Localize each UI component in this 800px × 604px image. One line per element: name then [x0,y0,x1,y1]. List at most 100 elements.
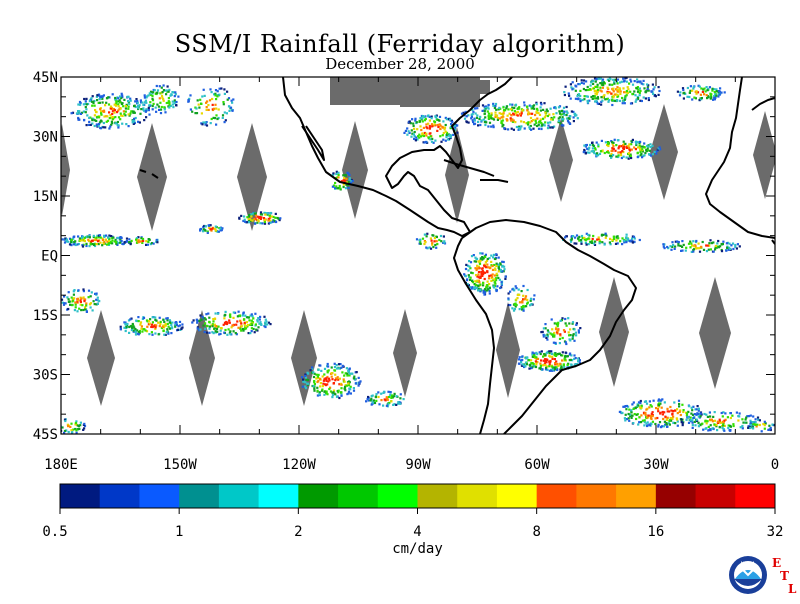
rain-pixel [434,139,437,142]
rain-pixel [691,413,695,416]
rain-pixel [73,297,76,300]
rain-pixel [713,91,716,94]
rain-pixel [553,358,556,361]
rain-pixel [488,292,491,295]
rain-pixel [560,319,563,322]
rain-pixel [495,114,499,117]
rain-pixel [76,428,79,431]
rain-pixel [658,146,661,149]
rain-pixel [428,132,431,135]
rain-pixel [544,363,547,367]
rain-pixel [430,140,434,143]
colorbar-swatch [377,484,418,508]
rain-pixel [85,304,88,307]
rain-pixel [334,373,337,376]
rain-pixel [604,236,607,239]
rain-pixel [572,116,575,119]
rain-pixel [506,114,509,117]
rain-pixel [570,86,573,89]
rain-pixel [587,237,590,240]
rain-pixel [124,329,127,333]
rain-pixel [243,215,246,218]
rain-pixel [97,125,100,128]
rain-pixel [566,363,569,366]
rain-pixel [242,312,245,315]
rain-pixel [697,84,700,87]
rain-pixel [349,392,352,395]
rain-pixel [418,136,421,139]
rain-pixel [91,243,94,246]
rain-pixel [110,123,113,126]
rain-pixel [530,367,533,370]
rain-pixel [484,123,487,127]
rain-pixel [204,121,207,124]
no-data-gap [445,127,469,223]
rain-pixel [705,413,708,416]
rain-pixel [131,326,134,329]
rain-pixel [230,99,233,102]
rain-pixel [395,403,398,406]
rain-pixel [522,304,525,308]
rain-pixel [105,234,108,237]
rain-pixel [586,99,589,102]
rain-pixel [580,240,583,244]
rain-pixel [450,125,453,128]
rain-pixel [691,409,694,412]
rain-pixel [594,148,597,151]
rain-pixel [342,183,345,186]
rain-pixel [331,396,334,399]
rain-pixel [244,327,248,330]
rain-pixel [111,93,114,96]
rain-pixel [349,182,353,185]
rain-pixel [391,396,394,399]
rain-pixel [629,102,633,105]
rain-pixel [625,233,628,236]
rain-pixel [181,323,184,326]
rain-pixel [344,187,348,190]
rain-pixel [449,135,452,139]
rain-pixel [120,92,123,95]
rain-pixel [223,88,226,91]
rain-pixel [83,119,86,122]
rain-pixel [484,105,488,108]
rain-pixel [555,360,558,363]
rain-pixel [565,105,568,109]
no-data-gap [189,310,215,406]
rain-pixel [127,99,130,103]
rain-pixel [688,405,691,408]
rain-pixel [424,241,427,244]
rain-pixel [250,330,253,333]
rain-pixel [344,385,347,388]
rain-pixel [676,412,679,415]
rain-pixel [477,273,480,276]
rain-pixel [691,89,694,92]
rain-pixel [88,303,92,306]
rain-pixel [137,333,140,336]
rain-pixel [603,243,606,246]
rain-pixel [111,110,114,113]
rain-pixel [391,394,394,397]
rain-pixel [202,324,205,327]
rain-pixel [530,128,533,131]
rain-pixel [617,155,620,159]
rain-pixel [552,368,555,371]
rain-pixel [688,91,691,94]
rain-pixel [419,117,422,120]
rain-pixel [91,239,94,242]
rain-pixel [600,96,603,99]
rain-pixel [728,429,731,432]
rain-pixel [591,147,594,150]
rain-pixel [615,144,618,147]
rain-pixel [237,326,240,329]
rain-pixel [277,217,280,220]
rain-pixel [312,385,315,388]
rain-pixel [494,267,497,270]
rain-pixel [702,248,706,251]
rain-pixel [439,124,442,127]
rain-pixel [697,412,700,415]
rain-pixel [608,241,611,244]
rain-pixel [335,185,338,188]
rain-pixel [145,116,148,119]
rain-pixel [636,81,639,84]
rain-pixel [734,243,737,247]
